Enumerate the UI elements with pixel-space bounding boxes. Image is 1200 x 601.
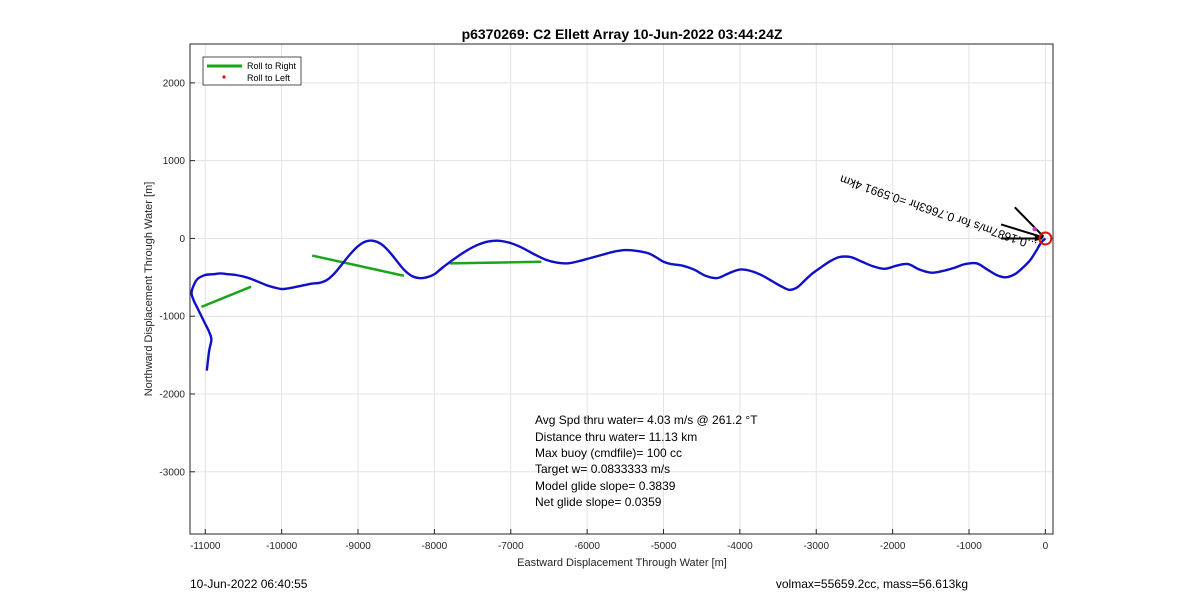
legend: Roll to Right Roll to Left [202,56,302,86]
legend-roll-left-label: Roll to Left [247,73,291,83]
annotation-block: Avg Spd thru water= 4.03 m/s @ 261.2 °T … [535,413,758,509]
annotation-distance: Distance thru water= 11.13 km [535,430,697,444]
axes-box [189,43,1054,535]
legend-roll-right-label: Roll to Right [247,61,297,71]
chart-title: p6370269: C2 Ellett Array 10-Jun-2022 03… [462,26,783,42]
x-tick-label: -9000 [345,541,371,552]
y-tick-label: 2000 [163,78,186,89]
x-tick-label: -5000 [651,541,677,552]
roll-to-right-segment [449,260,542,265]
annotation-target-w: Target w= 0.0833333 m/s [535,462,670,476]
y-tick-label: -3000 [159,467,185,478]
annotation-max-buoy: Max buoy (cmdfile)= 100 cc [535,446,682,460]
plot-area: ...0.1687m/s for 0.7663hr =0.5991 4km [190,172,1053,371]
x-tick-label: -10000 [266,541,298,552]
track-line [190,237,1047,371]
x-tick-label: -2000 [880,541,906,552]
roll-to-right-segment [200,285,252,309]
x-axis-label: Eastward Displacement Through Water [m] [517,557,727,569]
annotation-net-glide: Net glide slope= 0.0359 [535,495,662,509]
footer-volmax-mass: volmax=55659.2cc, mass=56.613kg [776,577,968,591]
current-arrow-line [1014,206,1045,238]
current-marker [1032,226,1037,232]
ticks: -11000 -10000 -9000 -8000 -7000 -6000 -5000 -40… [159,78,1048,552]
y-axis-label: Northward Displacement Through Water [m] [143,182,155,397]
current-arrow-label: ...0.1687m/s for 0.7663hr =0.5991 4km [838,172,1038,253]
x-tick-label: -11000 [190,541,221,552]
x-tick-label: -6000 [574,541,600,552]
x-tick-label: -4000 [727,541,753,552]
x-tick-label: -1000 [956,541,982,552]
annotation-model-glide: Model glide slope= 0.3839 [535,479,676,493]
x-tick-label: 0 [1043,541,1049,552]
x-tick-label: -8000 [422,541,448,552]
current-arrow-line [1000,223,1044,239]
footer-timestamp: 10-Jun-2022 06:40:55 [190,577,308,591]
annotation-avg-speed: Avg Spd thru water= 4.03 m/s @ 261.2 °T [535,413,758,427]
y-tick-label: 0 [179,234,185,245]
x-tick-label: -3000 [803,541,829,552]
roll-to-right-segment [311,254,405,277]
x-tick-label: -7000 [498,541,524,552]
y-tick-label: -1000 [159,312,185,323]
start-marker [1038,231,1053,246]
legend-box [202,56,302,86]
y-tick-label: -2000 [159,390,185,401]
y-tick-label: 1000 [163,156,186,167]
legend-roll-left-marker [222,75,226,79]
grid [190,44,1053,534]
